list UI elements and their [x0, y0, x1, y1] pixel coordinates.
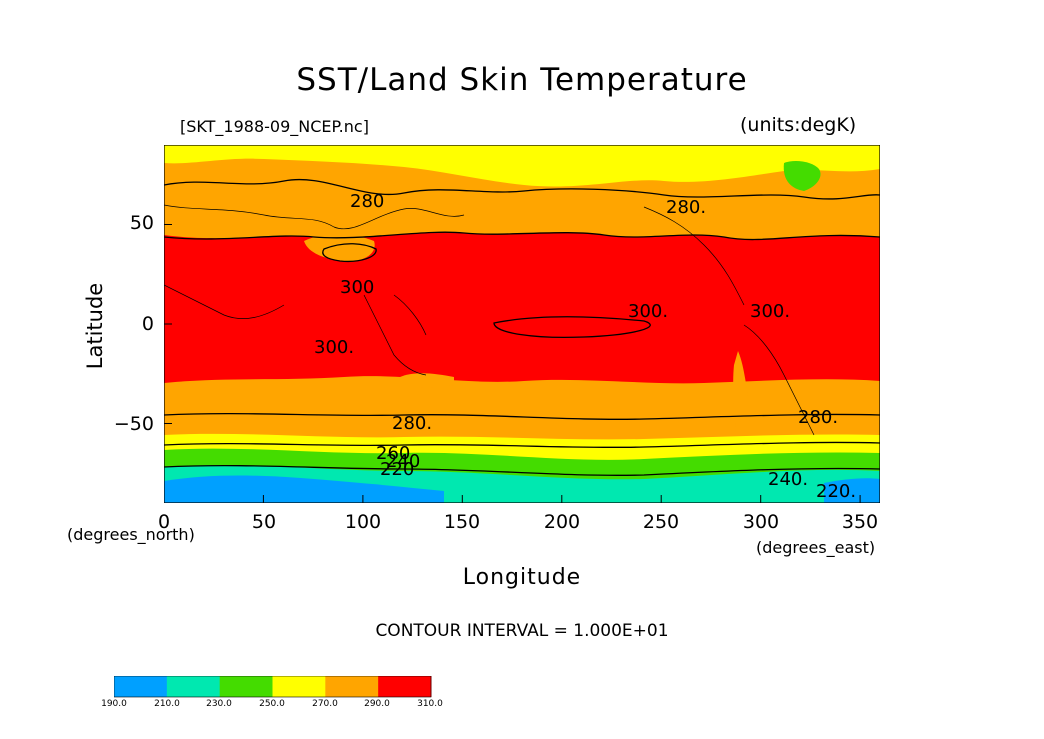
x-tick-label: 0 [157, 511, 171, 533]
y-tick-label: 50 [129, 212, 154, 234]
x-axis-label: Longitude [462, 565, 582, 590]
central-asia-cool [304, 234, 375, 262]
colorbar-label: 270.0 [312, 699, 338, 709]
x-tick-label: 50 [251, 511, 277, 533]
colorbar-swatch [114, 676, 168, 697]
contour-label: 300. [750, 301, 790, 322]
australia-south [400, 373, 454, 388]
colorbar-swatch [325, 676, 379, 697]
greenland-ice [783, 161, 821, 191]
contour-label: 280. [798, 407, 838, 428]
x-units-right: (degrees_east) [756, 538, 876, 557]
x-tick-label: 150 [443, 511, 481, 533]
x-tick-label: 100 [344, 511, 382, 533]
colorbar-label: 310.0 [417, 699, 443, 709]
colorbar-swatch [272, 676, 326, 697]
colorbar-label: 230.0 [206, 699, 232, 709]
x-tick-label: 200 [543, 511, 581, 533]
south-america-andes [733, 351, 751, 433]
contour-label: 220. [816, 481, 856, 502]
contour-label: 260 [376, 443, 410, 464]
x-tick-label: 300 [742, 511, 780, 533]
contour-label: 300. [314, 337, 354, 358]
colorbar-label: 210.0 [154, 699, 180, 709]
colorbar-swatch [219, 676, 273, 697]
band-190-210-south [164, 475, 444, 503]
coastlines [164, 204, 815, 436]
band-190-210-south-east [824, 478, 880, 503]
contour-label: 300. [628, 301, 668, 322]
colorbar-label: 250.0 [259, 699, 285, 709]
contour-label: 280. [392, 413, 432, 434]
contour-label: 220 [380, 459, 414, 480]
x-tick-label: 250 [642, 511, 680, 533]
contour-label: 240 [386, 451, 420, 472]
colorbar-label: 290.0 [364, 699, 390, 709]
units-label: (units:degK) [740, 114, 857, 136]
contour-label: 300 [340, 277, 374, 298]
file-label: [SKT_1988-09_NCEP.nc] [180, 117, 369, 136]
colorbar-label: 190.0 [101, 699, 127, 709]
map-title: SST/Land Skin Temperature [296, 62, 748, 98]
band-250-270-north [164, 145, 880, 187]
contour-label: 280 [350, 191, 384, 212]
temperature-map: 280 280. 300. 300. 300. 300 280. 280. 26… [164, 145, 880, 503]
contour-lines [164, 179, 880, 476]
x-units-left: (degrees_north) [67, 525, 195, 544]
x-ticks [164, 224, 861, 503]
y-tick-label: 0 [141, 313, 154, 335]
contour-label: 240. [768, 469, 808, 490]
contour-interval-label: CONTOUR INTERVAL = 1.000E+01 [375, 621, 669, 641]
x-tick-label: 350 [841, 511, 879, 533]
y-tick-label: −50 [113, 413, 154, 435]
colorbar [114, 676, 432, 698]
colorbar-swatch [378, 676, 432, 697]
colorbar-swatch [166, 676, 221, 697]
contour-label: 280. [666, 197, 706, 218]
